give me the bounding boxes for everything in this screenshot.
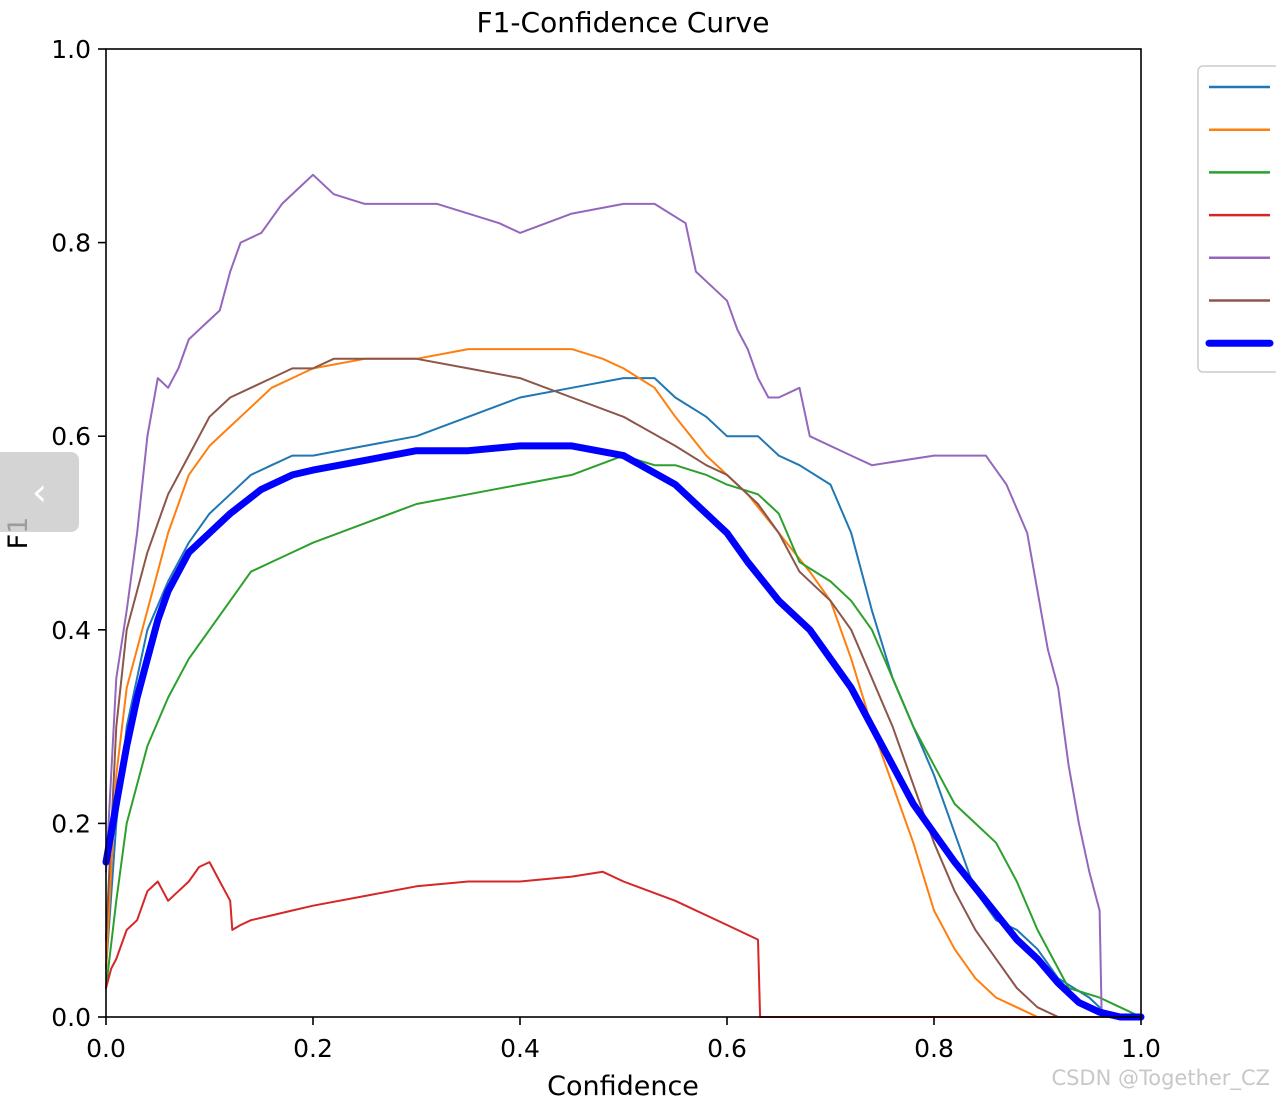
x-axis-label: Confidence — [547, 1071, 699, 1098]
y-tick-label: 0.6 — [51, 422, 91, 451]
series-line-class-2 — [105, 348, 1142, 1018]
series-layer — [102, 173, 1145, 1021]
series-line-class-1 — [105, 377, 1142, 1018]
series-line-class-4 — [105, 861, 1142, 1018]
x-tick-label: 0.8 — [914, 1034, 954, 1063]
chevron-left-icon: ‹ — [31, 470, 48, 514]
x-tick-label: 0.2 — [293, 1034, 333, 1063]
series-line-class-6 — [105, 357, 1142, 1018]
series-line-class-5 — [105, 173, 1142, 1018]
chart-title: F1-Confidence Curve — [477, 6, 770, 39]
x-tick-label: 0.6 — [707, 1034, 747, 1063]
x-axis-ticks: 0.0 0.2 0.4 0.6 0.8 1.0 — [86, 1017, 1161, 1063]
y-tick-label: 1.0 — [51, 35, 91, 64]
x-tick-label: 0.0 — [86, 1034, 126, 1063]
series-line-class-3 — [105, 454, 1142, 1018]
series-line-all-classes — [102, 442, 1145, 1021]
y-tick-label: 0.8 — [51, 229, 91, 258]
y-tick-label: 0.4 — [51, 616, 91, 645]
previous-button[interactable]: ‹ — [0, 452, 79, 532]
y-tick-label: 0.0 — [51, 1003, 91, 1032]
x-tick-label: 0.4 — [500, 1034, 540, 1063]
legend-box — [1197, 65, 1276, 373]
y-axis-ticks: 0.0 0.2 0.4 0.6 0.8 1.0 — [51, 35, 106, 1032]
watermark: CSDN @Together_CZ — [1051, 1066, 1270, 1090]
legend — [1197, 65, 1276, 373]
legend-entries — [1205, 85, 1274, 347]
x-tick-label: 1.0 — [1121, 1034, 1161, 1063]
plot-frame — [105, 48, 1142, 1018]
y-tick-label: 0.2 — [51, 809, 91, 838]
